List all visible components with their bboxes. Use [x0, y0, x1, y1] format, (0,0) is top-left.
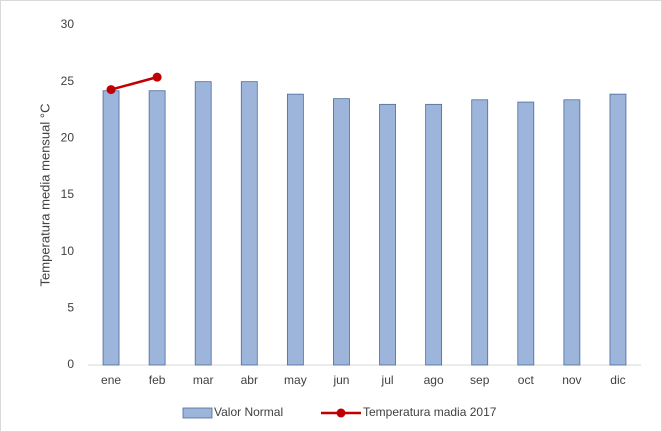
x-tick-label: dic	[610, 373, 625, 387]
bar	[333, 98, 350, 366]
bar	[194, 81, 212, 366]
x-tick-label: sep	[470, 373, 490, 387]
x-tick-label: mar	[193, 373, 214, 387]
bar	[517, 101, 535, 366]
y-tick-label: 0	[67, 357, 74, 371]
y-tick-label: 15	[61, 187, 75, 201]
point	[152, 72, 162, 82]
y-tick-label: 10	[61, 244, 75, 258]
legend-label: Temperatura madia 2017	[363, 405, 497, 419]
x-tick-label: oct	[518, 373, 535, 387]
bar	[379, 103, 396, 366]
x-tick-label: may	[284, 373, 307, 387]
bar	[425, 103, 443, 366]
line	[110, 75, 158, 91]
x-tick-label: ago	[424, 373, 444, 387]
bar	[286, 93, 304, 366]
x-tick-label: abr	[241, 373, 258, 387]
legend-label: Valor Normal	[214, 405, 283, 419]
bar	[102, 90, 120, 366]
y-tick-label: 20	[61, 131, 75, 145]
x-tick-label: feb	[149, 373, 166, 387]
bar	[240, 81, 258, 366]
legend-swatch	[182, 407, 213, 419]
x-tick-label: ene	[101, 373, 121, 387]
y-tick-label: 25	[61, 74, 75, 88]
x-tick-label: jun	[332, 373, 349, 387]
y-axis-label: Temperatura media mensual °C	[37, 104, 52, 287]
bar	[148, 90, 166, 366]
x-tick-label: nov	[562, 373, 581, 387]
y-tick-label: 30	[61, 17, 75, 31]
legend-marker	[336, 408, 346, 418]
x-tick-label: jul	[381, 373, 394, 387]
y-tick-label: 5	[67, 301, 74, 315]
point	[106, 85, 116, 95]
bar	[563, 99, 581, 366]
bar	[609, 93, 627, 366]
bar	[471, 99, 489, 366]
